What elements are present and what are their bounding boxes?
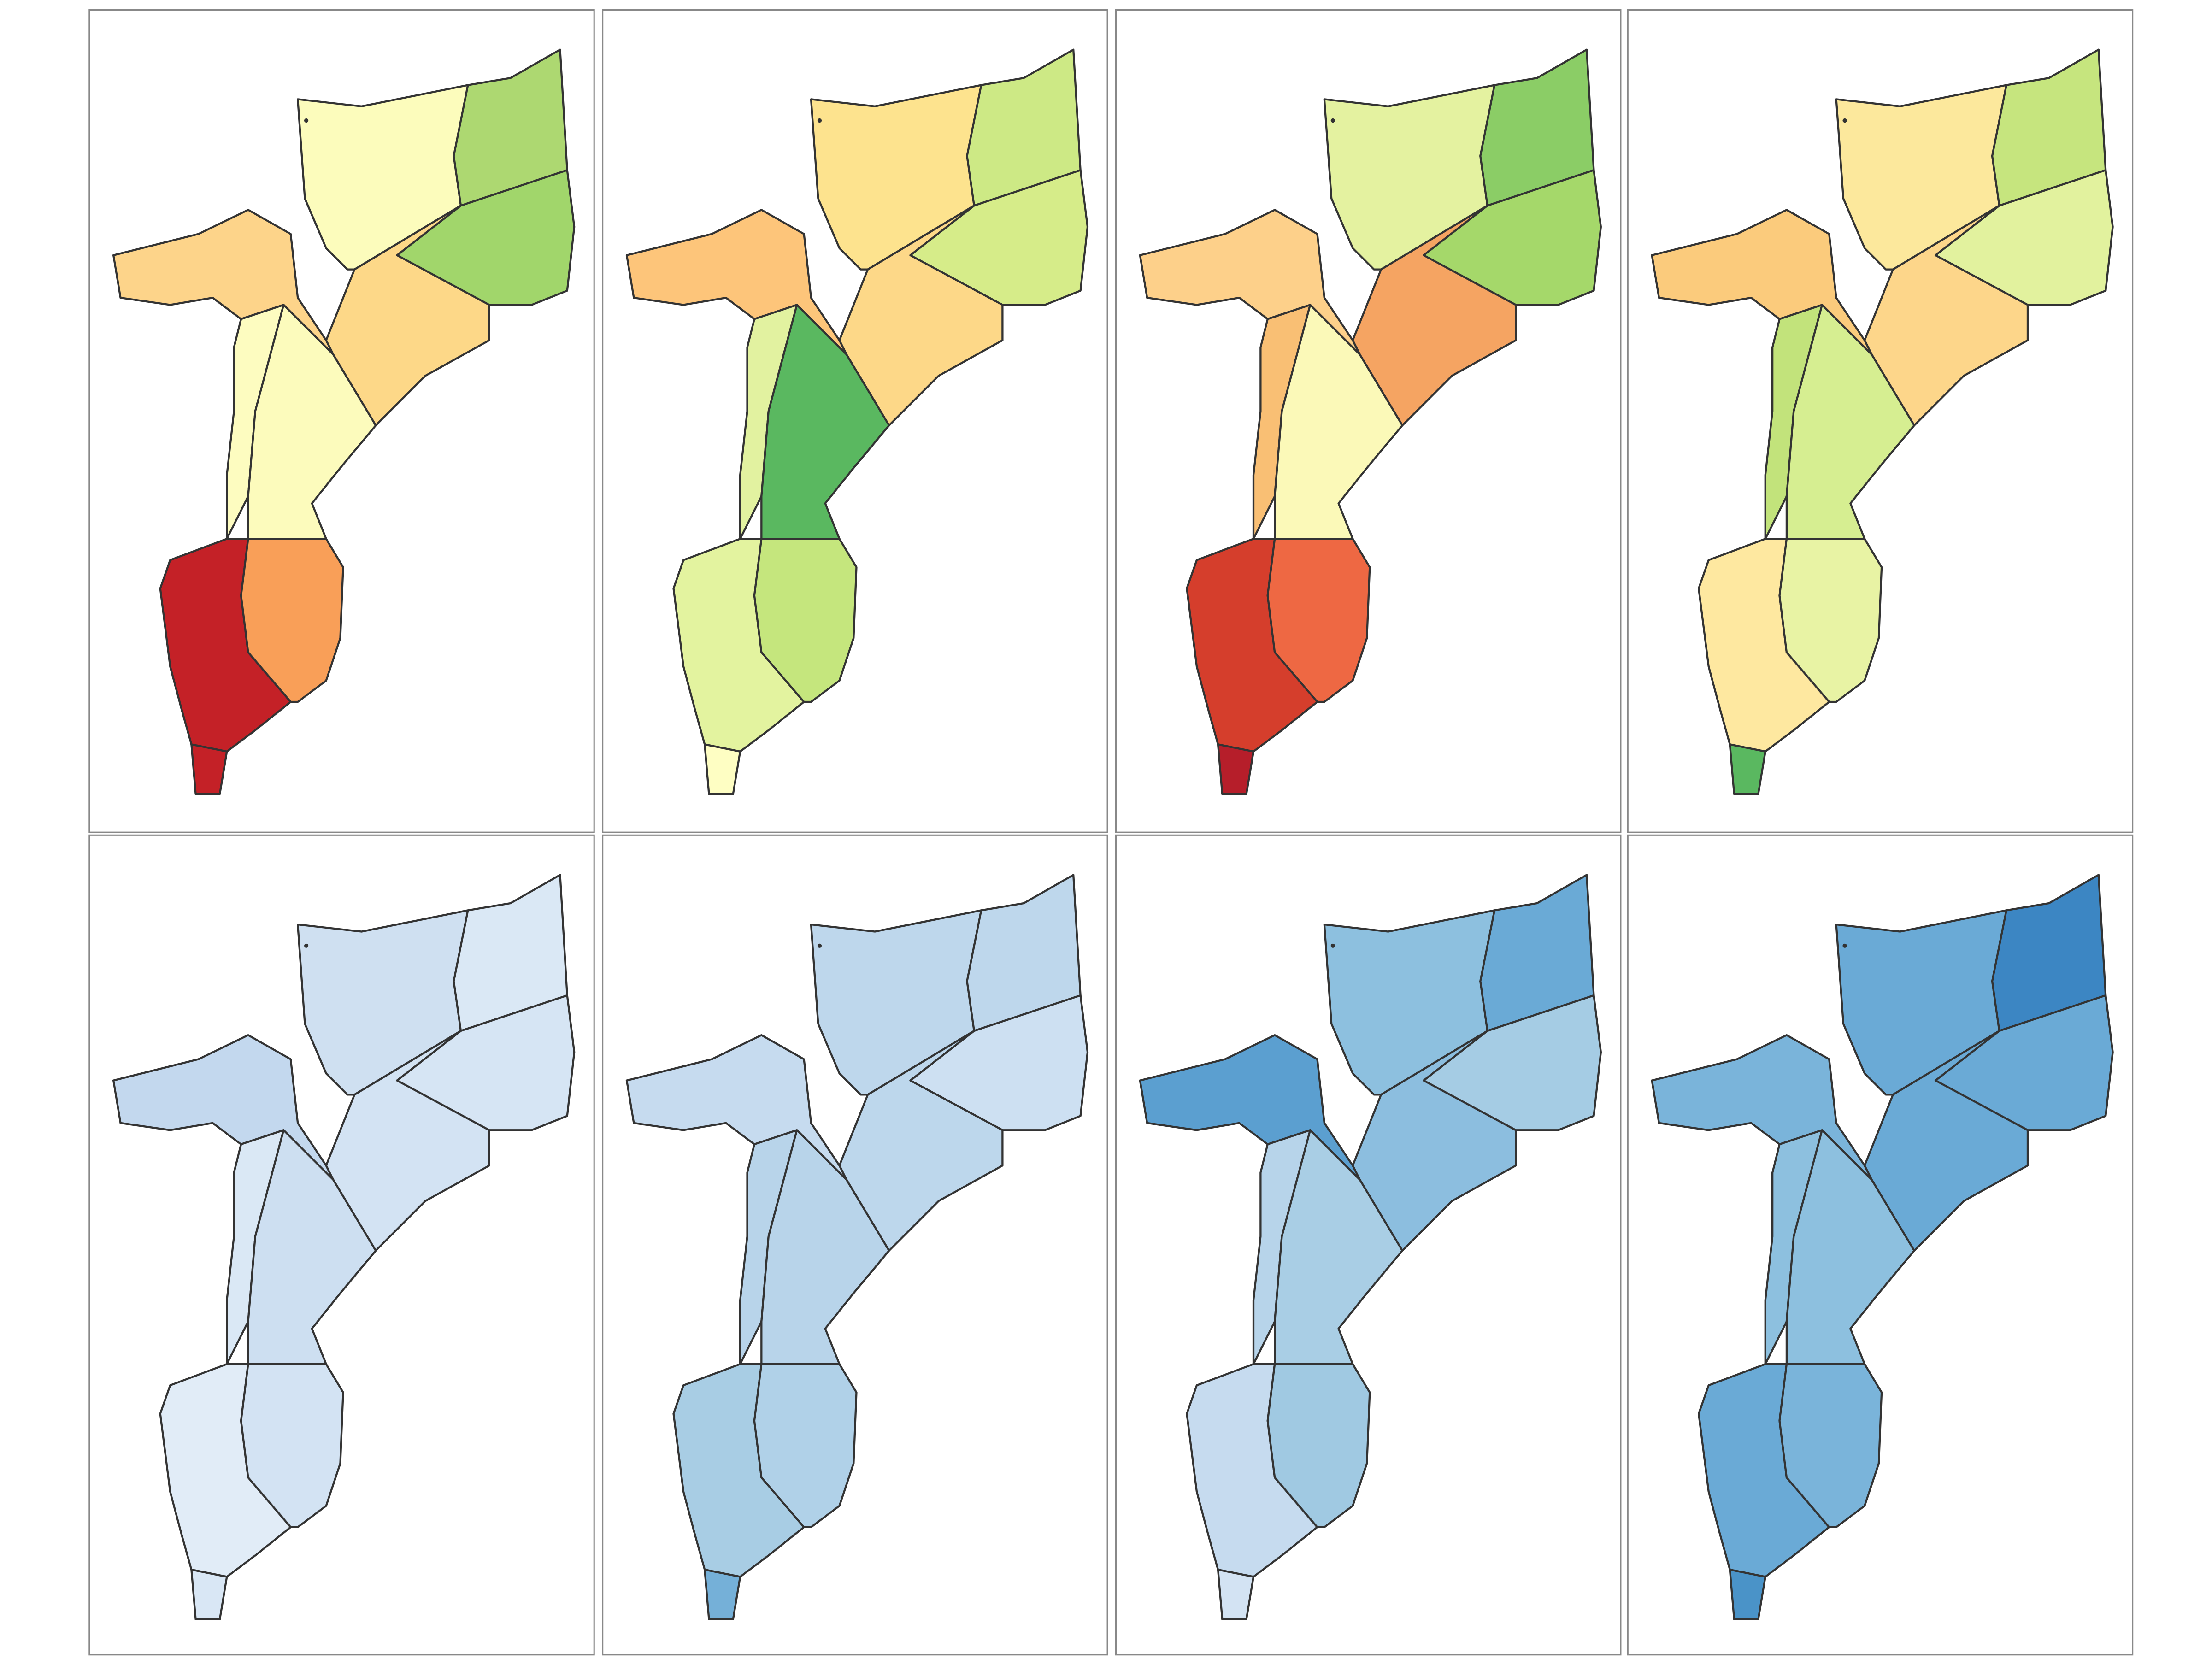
country-map [625,48,1089,795]
map-panel [1627,9,2134,833]
province [704,743,741,795]
province [753,538,858,703]
province [1266,538,1371,703]
province [1778,1363,1883,1529]
island [304,118,309,123]
map-panel [1627,834,2134,1656]
province [760,304,890,540]
province [753,1363,858,1529]
island [1330,118,1335,123]
province [1785,304,1915,540]
map-panel [1115,9,1622,833]
island [304,943,309,948]
province [1266,1363,1371,1529]
province [1729,1569,1766,1621]
map-panel [88,834,595,1656]
map-panel [1115,834,1622,1656]
island [817,118,822,123]
province [1778,538,1883,703]
province [1217,743,1255,795]
province [704,1569,741,1621]
island [1842,118,1847,123]
country-map [1139,874,1602,1621]
country-map [1651,874,2114,1621]
province [190,1569,228,1621]
island [1330,943,1335,948]
country-map [1651,48,2114,795]
country-map [1139,48,1602,795]
map-panel [602,834,1108,1656]
province [190,743,228,795]
province [240,1363,344,1529]
country-map [112,874,576,1621]
province [1274,1129,1404,1365]
province [247,1129,377,1365]
province [760,1129,890,1365]
island [1842,943,1847,948]
map-panel [88,9,595,833]
province [1274,304,1404,540]
province [1217,1569,1255,1621]
province [240,538,344,703]
province [247,304,377,540]
island [817,943,822,948]
country-map [112,48,576,795]
province [1729,743,1766,795]
country-map [625,874,1089,1621]
map-panel [602,9,1108,833]
province [1785,1129,1915,1365]
